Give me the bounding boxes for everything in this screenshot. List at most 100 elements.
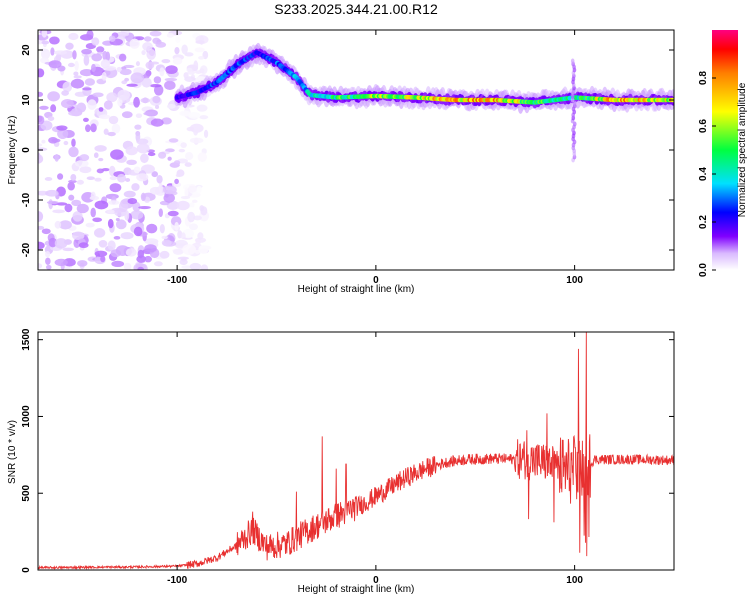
noise-blob <box>165 65 178 74</box>
noise-blob <box>194 47 205 53</box>
noise-blob <box>44 250 51 258</box>
snr-y-tick-label: 1500 <box>21 328 32 351</box>
noise-blob <box>161 235 168 240</box>
noise-blob <box>153 84 164 96</box>
noise-blob <box>198 245 209 254</box>
noise-blob <box>85 222 95 228</box>
noise-blob <box>115 31 129 37</box>
noise-blob <box>71 199 82 207</box>
noise-blob <box>197 232 204 240</box>
noise-blob <box>180 195 191 200</box>
noise-blob <box>175 36 181 43</box>
noise-blob <box>93 152 99 159</box>
noise-blob <box>130 72 144 84</box>
colorbar-tick-label: 0.6 <box>698 119 709 133</box>
noise-blob <box>91 63 96 73</box>
noise-blob <box>132 201 141 212</box>
noise-blob <box>38 115 45 125</box>
noise-blob <box>54 154 59 162</box>
noise-blob <box>85 124 91 133</box>
noise-blob <box>50 47 55 56</box>
noise-blob <box>124 77 130 82</box>
colorbar-tick-label: 0.2 <box>698 215 709 229</box>
noise-blob <box>174 46 180 55</box>
noise-blob <box>193 215 202 221</box>
noise-blob <box>45 264 52 270</box>
noise-blob <box>142 42 153 51</box>
noise-blob <box>71 138 76 148</box>
noise-blob <box>68 32 79 41</box>
noise-blob <box>183 72 189 79</box>
noise-blob <box>118 53 127 62</box>
noise-blob <box>79 69 94 77</box>
noise-blob <box>175 173 182 178</box>
noise-blob <box>60 99 74 109</box>
noise-blob <box>96 168 104 174</box>
noise-blob <box>98 107 104 112</box>
spectrogram-y-tick-label: 20 <box>21 44 32 56</box>
noise-blob <box>91 53 103 62</box>
noise-blob <box>38 143 43 147</box>
noise-blob <box>92 92 104 98</box>
noise-blob <box>196 185 202 194</box>
noise-blob <box>41 228 51 235</box>
noise-blob <box>110 149 124 160</box>
transient-streak <box>570 58 575 64</box>
noise-blob <box>167 156 172 161</box>
noise-blob <box>38 263 43 269</box>
noise-blob <box>174 178 179 185</box>
noise-blob <box>101 71 107 81</box>
snr-y-tick-label: 500 <box>21 484 32 501</box>
noise-blob <box>141 77 152 88</box>
snr-x-tick-label: -100 <box>167 575 187 586</box>
snr-y-label: SNR (10 * v/v) <box>7 420 18 484</box>
spectrogram-x-tick-label: 100 <box>566 275 583 286</box>
noise-blob <box>107 209 115 214</box>
noise-blob <box>173 160 181 166</box>
noise-blob <box>140 192 146 202</box>
noise-blob <box>168 138 179 143</box>
noise-blob <box>70 174 77 181</box>
noise-blob <box>145 61 155 70</box>
noise-blob <box>115 219 127 230</box>
noise-blob <box>121 111 133 119</box>
noise-blob <box>193 60 199 72</box>
noise-blob <box>77 260 88 267</box>
noise-blob <box>38 154 44 164</box>
snr-x-tick-label: 0 <box>373 575 379 586</box>
noise-blob <box>166 32 174 38</box>
noise-blob <box>45 189 59 197</box>
noise-blob <box>116 173 127 183</box>
noise-blob <box>53 50 67 55</box>
noise-blob <box>189 223 199 231</box>
spectrogram-y-tick-label: 0 <box>21 147 32 153</box>
spectrogram-y-label: Frequency (Hz) <box>7 116 18 185</box>
noise-blob <box>125 177 131 182</box>
noise-blob <box>180 232 186 240</box>
noise-blob <box>86 176 95 181</box>
spectrogram-y-tick-label: -10 <box>21 192 32 207</box>
spectrogram-x-label: Height of straight line (km) <box>298 284 415 295</box>
noise-blob <box>136 138 149 145</box>
noise-blob <box>76 102 87 113</box>
noise-blob <box>40 48 48 52</box>
snr-frame <box>37 331 675 571</box>
noise-blob <box>126 83 138 87</box>
noise-blob <box>130 210 144 220</box>
noise-blob <box>94 200 109 210</box>
noise-blob <box>187 185 197 193</box>
noise-blob <box>84 78 96 86</box>
noise-blob <box>72 211 83 222</box>
noise-blob <box>78 242 89 249</box>
colorbar-gradient <box>712 30 738 270</box>
spectrogram-y-tick-label: 10 <box>21 94 32 106</box>
noise-blob <box>109 176 118 181</box>
noise-blob <box>138 205 151 210</box>
noise-blob <box>184 187 189 198</box>
noise-blob <box>100 59 111 69</box>
noise-blob <box>57 128 69 140</box>
noise-blob <box>96 46 105 53</box>
